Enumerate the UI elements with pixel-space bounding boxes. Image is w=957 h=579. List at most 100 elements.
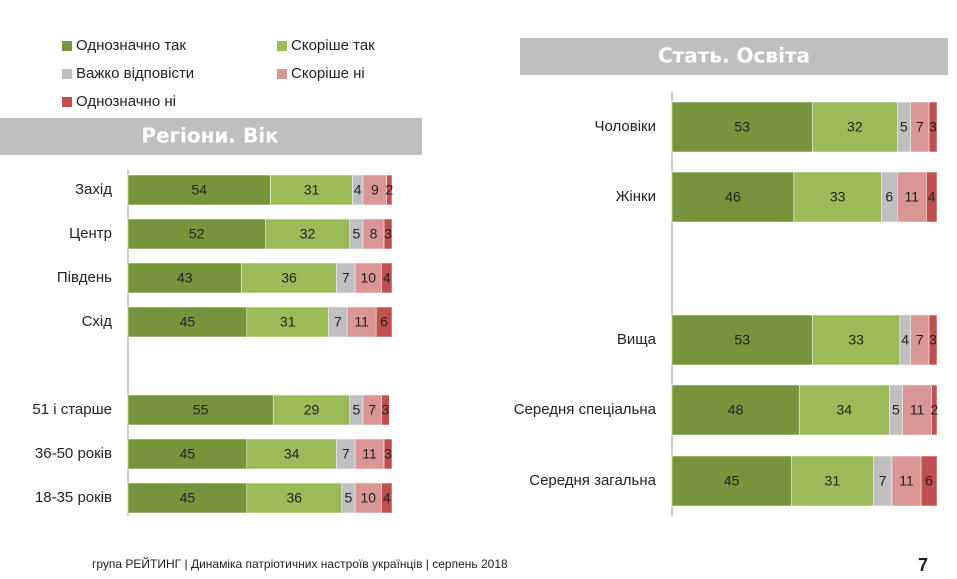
bar-segment: [812, 101, 898, 153]
bar-segment: [241, 262, 337, 294]
value-label: 6: [885, 189, 893, 205]
value-label: 31: [825, 473, 841, 489]
value-label: 52: [189, 226, 205, 242]
bar-segment: [381, 262, 393, 294]
value-label: 53: [734, 332, 750, 348]
bar-segment: [671, 384, 800, 436]
legend-swatch: [62, 97, 72, 107]
category-label: Середня загальна: [529, 472, 656, 489]
bar-segment: [920, 455, 938, 507]
value-label: 36: [281, 270, 297, 286]
value-label: 34: [836, 402, 852, 418]
category-label: 36-50 років: [35, 445, 112, 462]
page-number: 7: [918, 555, 928, 575]
bar-segment: [386, 174, 393, 206]
bar-segment: [127, 262, 242, 294]
value-label: 45: [180, 490, 196, 506]
bar-segment: [127, 218, 266, 250]
value-label: 10: [360, 490, 376, 506]
category-label: Центр: [69, 225, 112, 242]
bar-segment: [270, 174, 353, 206]
value-label: 7: [342, 270, 350, 286]
category-label: 51 і старше: [32, 401, 112, 418]
bar-segment: [383, 438, 393, 470]
bar-segment: [272, 394, 351, 426]
value-label: 3: [929, 332, 937, 348]
value-label: 7: [879, 473, 887, 489]
category-label: Південь: [57, 269, 112, 286]
category-label: Схід: [82, 313, 113, 330]
bar-segment: [671, 455, 792, 507]
footer-text: група РЕЙТИНГ | Динаміка патріотичних на…: [92, 556, 508, 571]
value-label: 2: [930, 402, 938, 418]
value-label: 5: [352, 402, 360, 418]
value-label: 7: [916, 332, 924, 348]
value-label: 11: [905, 189, 920, 205]
value-label: 3: [384, 446, 392, 462]
value-label: 7: [916, 119, 924, 135]
category-label: Жінки: [616, 188, 656, 205]
category-label: Чоловіки: [594, 118, 656, 135]
bar-segment: [902, 384, 932, 436]
bar-segment: [354, 482, 382, 514]
bar-segment: [928, 101, 938, 153]
value-label: 6: [925, 473, 933, 489]
value-label: 3: [382, 402, 390, 418]
value-label: 2: [385, 182, 393, 198]
value-label: 11: [910, 402, 925, 418]
value-label: 11: [354, 314, 369, 330]
value-label: 45: [180, 446, 196, 462]
value-label: 4: [901, 332, 909, 348]
bar-segment: [265, 218, 351, 250]
legend-label: Скоріше ні: [291, 65, 365, 82]
bar-segment: [791, 455, 874, 507]
legend-label: Однозначно ні: [76, 93, 176, 110]
bar-segment: [812, 314, 901, 366]
bar-segment: [127, 394, 274, 426]
bar-segment: [793, 171, 882, 223]
value-label: 5: [345, 490, 353, 506]
value-label: 53: [734, 119, 750, 135]
bar-segment: [246, 438, 337, 470]
category-label: 18-35 років: [35, 489, 112, 506]
value-label: 54: [191, 182, 207, 198]
value-label: 31: [304, 182, 320, 198]
legend-swatch: [277, 41, 287, 51]
bar-segment: [346, 306, 377, 338]
value-label: 29: [304, 402, 320, 418]
value-label: 8: [370, 226, 378, 242]
value-label: 55: [193, 402, 209, 418]
value-label: 5: [352, 226, 360, 242]
bar-segment: [381, 482, 393, 514]
legend-label: Скоріше так: [291, 37, 375, 54]
title-band: [520, 38, 948, 75]
value-label: 33: [848, 332, 864, 348]
bar-segment: [891, 455, 922, 507]
value-label: 11: [362, 446, 377, 462]
value-label: 32: [300, 226, 316, 242]
bar-segment: [127, 482, 248, 514]
value-label: 36: [287, 490, 303, 506]
value-label: 5: [892, 402, 900, 418]
value-label: 4: [383, 490, 391, 506]
bar-segment: [798, 384, 890, 436]
value-label: 10: [360, 270, 376, 286]
value-label: 7: [368, 402, 376, 418]
bar-segment: [928, 314, 938, 366]
value-label: 5: [900, 119, 908, 135]
value-label: 6: [380, 314, 388, 330]
value-label: 3: [384, 226, 392, 242]
value-label: 46: [725, 189, 741, 205]
category-label: Середня спеціальна: [514, 401, 657, 418]
category-label: Захід: [75, 181, 112, 198]
value-label: 33: [830, 189, 846, 205]
value-label: 45: [724, 473, 740, 489]
value-label: 4: [383, 270, 391, 286]
value-label: 34: [284, 446, 300, 462]
chart-title: Стать. Освіта: [658, 44, 810, 68]
value-label: 4: [928, 189, 936, 205]
chart-title: Регіони. Вік: [141, 124, 279, 148]
title-band: [0, 118, 422, 155]
legend-swatch: [62, 41, 72, 51]
